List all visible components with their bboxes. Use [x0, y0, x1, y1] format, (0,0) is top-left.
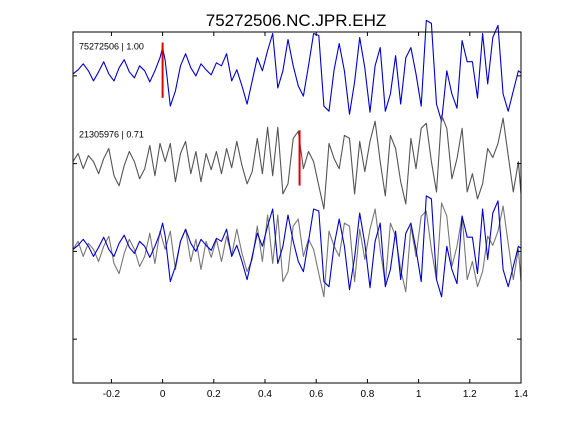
trace-label-0: 75272506 | 1.00 — [79, 42, 144, 52]
waveform-trace-0 — [72, 19, 522, 122]
waveform-trace-3 — [72, 195, 522, 298]
waveform-trace-1 — [72, 114, 522, 210]
x-tick-label-6: 1 — [416, 389, 422, 400]
x-tick-label-3: 0.4 — [258, 389, 272, 400]
x-tick-label-1: 0 — [160, 389, 166, 400]
x-tick-label-2: 0.2 — [207, 389, 221, 400]
waveform-trace-2 — [72, 202, 522, 298]
trace-label-1: 21305976 | 0.71 — [79, 129, 144, 139]
x-tick-label-5: 0.8 — [360, 389, 374, 400]
chart-title: 75272506.NC.JPR.EHZ — [206, 11, 386, 30]
plot-area: 75272506 | 1.00 21305976 | 0.71 -0.2 0 0.2 0.… — [72, 19, 528, 400]
x-tick-label-7: 1.2 — [463, 389, 477, 400]
x-tick-label-8: 1.4 — [514, 389, 528, 400]
x-tick-label-0: -0.2 — [103, 389, 121, 400]
x-tick-label-4: 0.6 — [309, 389, 323, 400]
axes-frame — [72, 31, 522, 384]
